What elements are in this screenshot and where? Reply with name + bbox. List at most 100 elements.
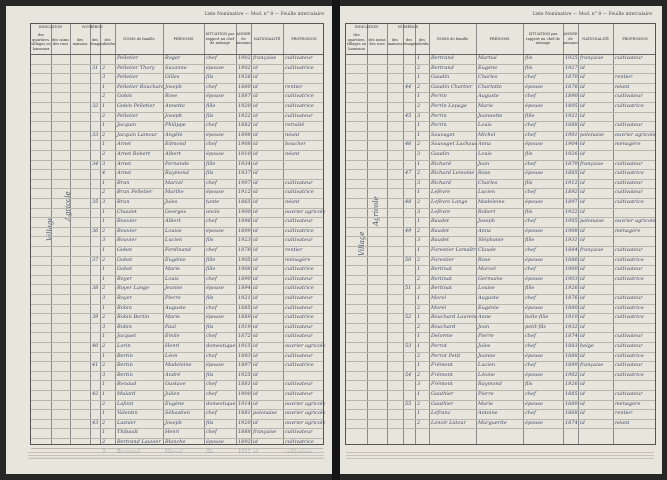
cell-situation: fils — [206, 295, 214, 301]
cell-profession: cultivateur — [615, 93, 643, 100]
column-divider — [415, 24, 416, 444]
table-row: 1 Chaulet Georges oncle 1900 id ouvrier agrico… — [31, 208, 325, 219]
cell-quartier — [31, 419, 51, 429]
cell-nationalite: id — [580, 333, 585, 340]
table-row: 2 Gobin Rose épouse 1887 id cultivatrice — [31, 92, 323, 103]
cell-prenom: Marie — [165, 314, 181, 321]
cell-nationalite: id — [253, 295, 258, 301]
cell-nationalite: id — [580, 93, 585, 100]
table-row: 37 2 Gobet Eugénie fille 1905 id ménagère — [31, 256, 323, 267]
table-row: 49 2 Baudet Anna épouse 1908 id ménagère — [346, 227, 655, 238]
cell-nom: Gauthier — [431, 391, 454, 397]
cell-nationalite: id — [253, 189, 258, 196]
cell-individu: 1 — [102, 410, 106, 417]
cell-menage — [90, 140, 100, 150]
cell-profession: cultivateur — [285, 112, 313, 119]
table-row: 33 2 Jacquin Lamour Angèle épouse 1898 id néant — [31, 131, 323, 142]
header-col-situation: SITUATION par rapport au chef de ménage — [205, 32, 235, 46]
cell-situation: épouse — [206, 131, 224, 138]
header-col-individu: des individus — [100, 37, 115, 47]
cell-individu: 1 — [417, 343, 421, 349]
cell-menage — [403, 102, 415, 112]
cell-prenom: Marie — [478, 103, 494, 109]
cell-prenom: Blanche — [165, 439, 186, 445]
cell-annee: 1900 — [238, 208, 251, 215]
cell-annee: 1937 — [238, 170, 251, 177]
cell-quartier — [346, 313, 367, 323]
cell-nom: Royer — [117, 295, 132, 301]
cell-nationalite: id — [253, 83, 258, 90]
table-row: 2 Bouchard Jean petit-fils 1932 id — [346, 323, 655, 334]
cell-quartier — [31, 304, 51, 314]
cell-nom: Pelletier — [117, 55, 139, 61]
cell-nom: Lefèvre — [431, 208, 451, 215]
cell-quartier — [31, 294, 51, 304]
cell-nationalite: id — [253, 103, 258, 109]
cell-prenom: Germaine — [478, 275, 503, 282]
table-row: 1 Gaudin Charles chef 1870 id rentier — [346, 73, 655, 84]
cell-situation: chef — [525, 247, 536, 253]
cell-profession: cultivateur — [615, 189, 643, 196]
cell-profession: néant — [285, 131, 300, 138]
table-row: 40 2 Lorin Henri domestique 1915 id ouvrier agr… — [31, 342, 325, 353]
cell-menage: 31 — [92, 64, 99, 71]
cell-nationalite: id — [253, 256, 258, 263]
cell-nom: Bertrand Lauvier — [117, 439, 161, 445]
cell-annee: 1879 — [565, 160, 578, 167]
cell-individu: 2 — [102, 64, 106, 71]
cell-individu: 1 — [102, 218, 106, 225]
cell-prenom: Léonie — [478, 371, 496, 378]
cell-situation: oncle — [206, 208, 220, 215]
cell-profession: cultivateur — [615, 333, 643, 340]
cell-annee: 1888 — [238, 429, 251, 436]
table-row: 2 Brun Pelletier Marthe épouse 1912 id cultiva… — [31, 188, 323, 199]
cell-situation: domestique — [206, 400, 236, 407]
cell-nationalite: id — [253, 208, 258, 215]
cell-individu: 2 — [417, 352, 421, 359]
cell-prenom: Henri — [165, 429, 180, 436]
cell-annee: 1872 — [238, 333, 251, 340]
right-page: Liste Nominative — Mod. n° 8 — Feuille i… — [340, 6, 662, 474]
table-row: 50 2 Forestier Rose épouse 1886 id cultivatrice — [346, 256, 655, 267]
cell-nationalite: id — [253, 333, 258, 340]
cell-situation: chef — [206, 247, 217, 253]
cell-individu: 1 — [102, 304, 106, 311]
running-head: Liste Nominative — Mod. n° 8 — Feuille i… — [204, 12, 324, 17]
cell-prenom: André — [165, 371, 181, 378]
cell-nom: Delorme — [431, 333, 453, 340]
table-row: 3 Bertin André fils 1925 id — [31, 371, 323, 382]
cell-prenom: Georges — [165, 208, 187, 215]
cell-menage — [403, 419, 415, 429]
header-col-menage: des ménages — [403, 37, 415, 47]
cell-annee: 1925 — [238, 371, 251, 378]
cell-nom: Perrin — [431, 122, 447, 129]
table-row: 1 Morel Auguste chef 1876 id cultivateur — [346, 294, 655, 305]
cell-prenom: Louis — [478, 122, 492, 129]
header-col-maison: des maisons — [72, 37, 88, 47]
cell-quartier — [346, 256, 367, 266]
cell-prenom: Robert — [478, 208, 496, 215]
cell-nom: Frémont — [431, 371, 453, 378]
cell-prenom: Claude — [478, 247, 496, 253]
cell-menage — [90, 188, 100, 198]
table-row: 1 Brun Marcel chef 1907 id cultivateur — [31, 179, 323, 190]
cell-annee: 1912 — [565, 179, 578, 186]
cell-quartier — [346, 236, 367, 246]
cell-nom: Bertinat — [431, 285, 452, 292]
cell-profession: cultivateur — [615, 55, 643, 61]
cell-prenom: Jeannette — [478, 112, 503, 119]
cell-quartier — [346, 64, 367, 74]
cell-annee: 1883 — [565, 343, 578, 349]
cell-situation: fils — [525, 179, 533, 186]
cell-profession — [283, 169, 325, 179]
cell-prenom: Jean — [478, 323, 490, 330]
cell-nationalite: id — [253, 323, 258, 330]
cell-quartier — [31, 428, 51, 438]
cell-nationalite: id — [253, 160, 258, 167]
cell-situation: chef — [206, 83, 217, 90]
cell-profession: cultivatrice — [615, 371, 644, 378]
cell-profession — [283, 73, 325, 83]
cell-menage — [90, 121, 100, 131]
cell-quartier — [31, 102, 51, 112]
cell-profession: ouvrier agricole — [285, 400, 325, 407]
